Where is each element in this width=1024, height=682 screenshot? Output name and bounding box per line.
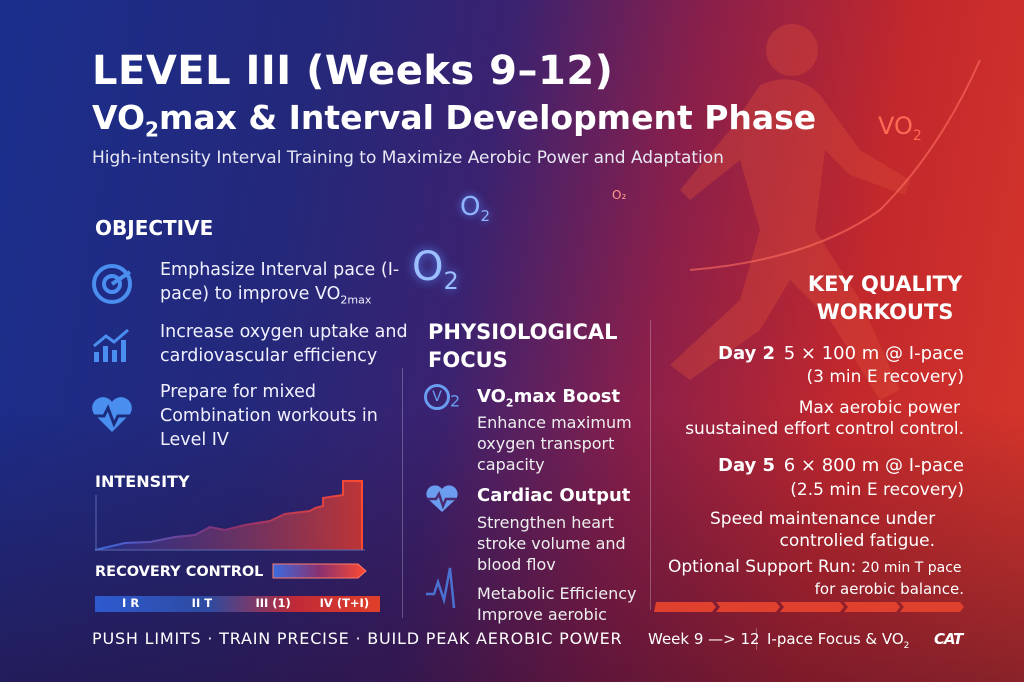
divider-left	[402, 368, 403, 618]
objective-item-3: Prepare for mixed Combination workouts i…	[160, 382, 378, 450]
day2-note1: Max aerobic power	[798, 398, 960, 418]
day2-label: Day 2	[718, 343, 776, 364]
progress-arrows	[654, 602, 964, 612]
objective-heading: OBJECTIVE	[95, 216, 214, 240]
cardiac-output-title: Cardiac Output	[477, 485, 631, 506]
day5-recovery: (2.5 min E recovery)	[790, 480, 964, 500]
pulse-wave-icon	[426, 567, 456, 609]
objective-item-2: Increase oxygen uptake and cardiovascula…	[160, 322, 408, 366]
footer-slogan: PUSH LIMITS · TRAIN PRECISE · BUILD PEAK…	[92, 629, 623, 648]
divider-right	[650, 320, 651, 610]
runner-silhouette	[670, 24, 981, 400]
vo2max-boost-desc: Enhance maximum oxygen transport capacit…	[477, 413, 632, 474]
workouts-heading: KEY QUALITY WORKOUTS	[807, 272, 963, 324]
recovery-control-label: RECOVERY CONTROL	[95, 564, 264, 580]
metabolic-efficiency-item: Metabolic Efficiency Improve aerobic	[477, 584, 637, 624]
physiological-heading: PHYSIOLOGICAL FOCUS	[428, 320, 618, 372]
day2-set: 5 × 100 m @ I-pace	[783, 343, 964, 364]
day5-note: Speed maintenance under controlied fatigu…	[710, 509, 936, 551]
bar-chart-up-icon	[93, 328, 129, 362]
brand-logo: CAT	[934, 630, 963, 648]
level-3-label: III (1)	[255, 596, 291, 610]
page-subtitle: VO2max & Interval Development Phase	[92, 98, 817, 142]
heart-pulse-icon	[426, 485, 458, 512]
o2-small-label: O2	[460, 192, 491, 226]
heart-pulse-icon	[92, 397, 132, 432]
target-icon	[92, 264, 132, 304]
o2-large-label: O2	[412, 244, 459, 295]
level-4-label: IV (T+I)	[319, 596, 370, 610]
footer-divider	[756, 628, 757, 650]
level-progress-bar: I R II T III (1) IV (T+I)	[95, 596, 380, 612]
recovery-control-bar	[272, 563, 367, 579]
optional-run-label: Optional Support Run: 20 min T pace	[668, 557, 962, 577]
level-2-label: II T	[191, 596, 213, 610]
day5-set: 6 × 800 m @ I-pace	[783, 455, 964, 476]
day2-recovery: (3 min E recovery)	[806, 367, 964, 387]
day5-label: Day 5	[718, 455, 776, 476]
objective-item-1: Emphasize Interval pace (I-pace) to impr…	[160, 260, 400, 307]
footer-weeks: Week 9 —> 12	[648, 630, 760, 648]
page-title: LEVEL III (Weeks 9–12)	[92, 48, 614, 94]
footer-focus: I-pace Focus & VO2	[767, 630, 910, 651]
tagline: High-intensity Interval Training to Maxi…	[92, 148, 724, 168]
vo2-label: VO2	[878, 112, 922, 144]
intensity-graph	[95, 480, 365, 551]
o2-tiny-label: O₂	[612, 188, 627, 202]
vo2max-boost-title: VO2max Boost	[477, 386, 621, 410]
cardiac-output-desc: Strengthen heart stroke volume and blood…	[477, 513, 626, 574]
optional-run-note: for aerobic balance.	[814, 580, 964, 598]
day2-note2: suustained effort control control.	[685, 419, 964, 439]
level-1-label: I R	[122, 596, 140, 610]
intensity-heading: INTENSITY	[95, 472, 190, 491]
